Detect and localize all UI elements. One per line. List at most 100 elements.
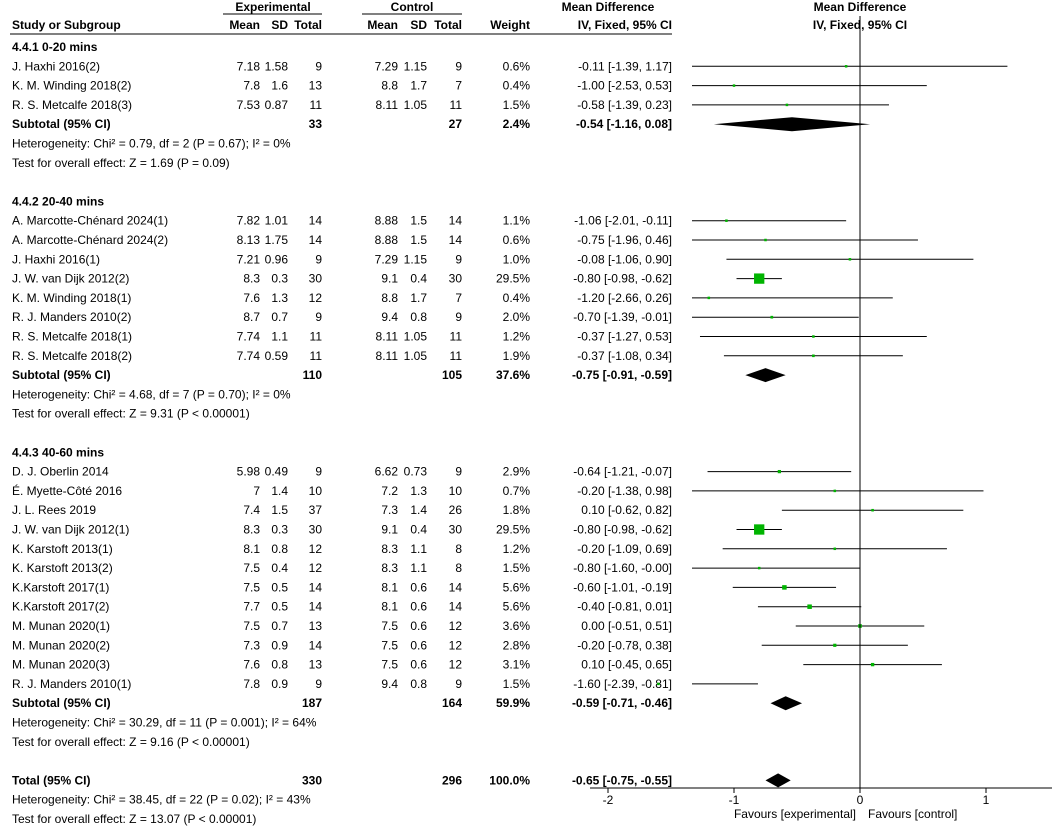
subtotal-weight: 2.4% <box>503 117 531 131</box>
study-row: R. S. Metcalfe 2018(3) 7.53 0.87 11 8.11 1.05… <box>12 98 672 112</box>
study-weight: 1.5% <box>503 677 531 691</box>
ctrl-total: 9 <box>455 677 462 691</box>
ctrl-sd: 1.7 <box>410 79 427 93</box>
exp-sd: 0.3 <box>271 523 288 537</box>
study-ci: -0.58 [-1.39, 0.23] <box>577 98 672 112</box>
header-study: Study or Subgroup <box>12 18 121 32</box>
study-weight: 1.5% <box>503 98 531 112</box>
ctrl-total: 30 <box>449 523 463 537</box>
ctrl-mean: 8.88 <box>375 214 399 228</box>
ctrl-total: 11 <box>450 349 463 363</box>
total-ctrl-total: 296 <box>442 773 462 787</box>
point-estimate-marker <box>725 219 728 222</box>
ctrl-total: 11 <box>450 330 463 344</box>
exp-mean: 8.13 <box>237 233 261 247</box>
statistics-note: Heterogeneity: Chi² = 38.45, df = 22 (P … <box>12 793 311 807</box>
ctrl-sd: 0.6 <box>410 600 427 614</box>
ctrl-sd: 0.4 <box>410 523 427 537</box>
exp-total: 14 <box>309 580 323 594</box>
point-estimate-marker <box>833 489 837 493</box>
subtotal-diamond <box>713 117 871 132</box>
total-diamond <box>765 773 791 788</box>
header-row: 4.4.3 40-60 mins <box>12 445 104 459</box>
subtotal-ci: -0.59 [-0.71, -0.46] <box>572 696 672 710</box>
study-row: A. Marcotte-Chénard 2024(2) 8.13 1.75 14 8.8… <box>12 233 672 247</box>
study-label: K. Karstoft 2013(2) <box>12 561 113 575</box>
study-label: K.Karstoft 2017(1) <box>12 580 109 594</box>
point-estimate-marker <box>754 273 765 284</box>
header-group-md-right: Mean Difference <box>814 0 907 14</box>
study-label: K. M. Winding 2018(2) <box>12 79 131 93</box>
study-ci: -0.37 [-1.27, 0.53] <box>577 330 672 344</box>
ctrl-mean: 8.3 <box>381 542 398 556</box>
exp-mean: 7 <box>253 484 260 498</box>
study-label: É. Myette-Côté 2016 <box>12 483 122 498</box>
ctrl-mean: 7.29 <box>375 59 399 73</box>
exp-mean: 8.1 <box>243 542 260 556</box>
exp-sd: 0.96 <box>265 252 289 266</box>
total-weight: 100.0% <box>489 773 530 787</box>
note-row: Test for overall effect: Z = 1.69 (P = 0… <box>12 156 230 170</box>
ctrl-sd: 1.05 <box>404 330 428 344</box>
study-label: D. J. Oberlin 2014 <box>12 465 109 479</box>
study-row: J. W. van Dijk 2012(2) 8.3 0.3 30 9.1 0.4 30 29… <box>12 272 672 286</box>
exp-mean: 8.3 <box>243 523 260 537</box>
statistics-note: Heterogeneity: Chi² = 30.29, df = 11 (P … <box>12 716 317 730</box>
study-label: J. W. van Dijk 2012(1) <box>12 523 129 537</box>
study-label: A. Marcotte-Chénard 2024(1) <box>12 214 168 228</box>
point-estimate-marker <box>812 335 815 338</box>
point-estimate-marker <box>844 65 848 68</box>
point-estimate-marker <box>770 315 774 319</box>
header-total-ctrl: Total <box>434 18 462 32</box>
study-row: É. Myette-Côté 2016 7 1.4 10 7.2 1.3 10 0.7% -0.… <box>12 483 672 498</box>
note-row: Heterogeneity: Chi² = 30.29, df = 11 (P … <box>12 716 317 730</box>
ctrl-total: 9 <box>455 59 462 73</box>
exp-mean: 7.5 <box>243 619 260 633</box>
header-group-md-left: Mean Difference <box>562 0 655 14</box>
ctrl-mean: 9.1 <box>381 272 398 286</box>
exp-sd: 0.7 <box>271 619 288 633</box>
study-row: M. Munan 2020(1) 7.5 0.7 13 7.5 0.6 12 3.6% 0.00… <box>12 619 672 633</box>
exp-mean: 8.3 <box>243 272 260 286</box>
study-weight: 29.5% <box>496 272 530 286</box>
exp-total: 9 <box>315 310 322 324</box>
exp-total: 37 <box>309 503 323 517</box>
subtotal-exp-total: 110 <box>303 368 323 382</box>
exp-mean: 7.8 <box>243 79 260 93</box>
ctrl-mean: 8.11 <box>376 349 399 363</box>
note-row: Test for overall effect: Z = 9.16 (P < 0… <box>12 735 250 749</box>
study-weight: 2.9% <box>503 465 531 479</box>
point-estimate-marker <box>732 84 736 87</box>
study-weight: 0.4% <box>503 79 531 93</box>
subtotal-ci: -0.75 [-0.91, -0.59] <box>572 368 672 382</box>
subtotal-weight: 59.9% <box>496 696 530 710</box>
study-label: J. Haxhi 2016(1) <box>12 252 100 266</box>
ctrl-sd: 1.15 <box>404 252 428 266</box>
ctrl-total: 12 <box>449 638 463 652</box>
statistics-note: Heterogeneity: Chi² = 4.68, df = 7 (P = … <box>12 387 291 401</box>
point-estimate-marker <box>764 238 767 242</box>
exp-total: 14 <box>309 600 323 614</box>
exp-mean: 7.8 <box>243 677 260 691</box>
study-weight: 5.6% <box>503 600 531 614</box>
exp-sd: 0.59 <box>265 349 289 363</box>
ctrl-sd: 0.6 <box>410 580 427 594</box>
study-row: J. L. Rees 2019 7.4 1.5 37 7.3 1.4 26 1.8% 0.10 … <box>12 503 672 517</box>
study-label: R. S. Metcalfe 2018(1) <box>12 330 132 344</box>
exp-sd: 0.5 <box>271 600 288 614</box>
exp-sd: 0.8 <box>271 658 288 672</box>
ctrl-sd: 1.5 <box>410 214 427 228</box>
subgroup-title: 4.4.2 20-40 mins <box>12 194 104 208</box>
x-tick-label: 0 <box>857 793 864 807</box>
study-label: R. J. Manders 2010(1) <box>12 677 131 691</box>
note-row: Heterogeneity: Chi² = 4.68, df = 7 (P = … <box>12 387 291 401</box>
ctrl-total: 14 <box>449 600 463 614</box>
subgroup-title: 4.4.3 40-60 mins <box>12 445 104 459</box>
point-estimate-marker <box>707 296 711 300</box>
note-row: Heterogeneity: Chi² = 38.45, df = 22 (P … <box>12 793 311 807</box>
ctrl-sd: 1.1 <box>410 542 427 556</box>
ctrl-mean: 8.88 <box>375 233 399 247</box>
point-estimate-marker <box>757 566 761 570</box>
ctrl-total: 10 <box>449 484 463 498</box>
exp-total: 30 <box>309 523 323 537</box>
